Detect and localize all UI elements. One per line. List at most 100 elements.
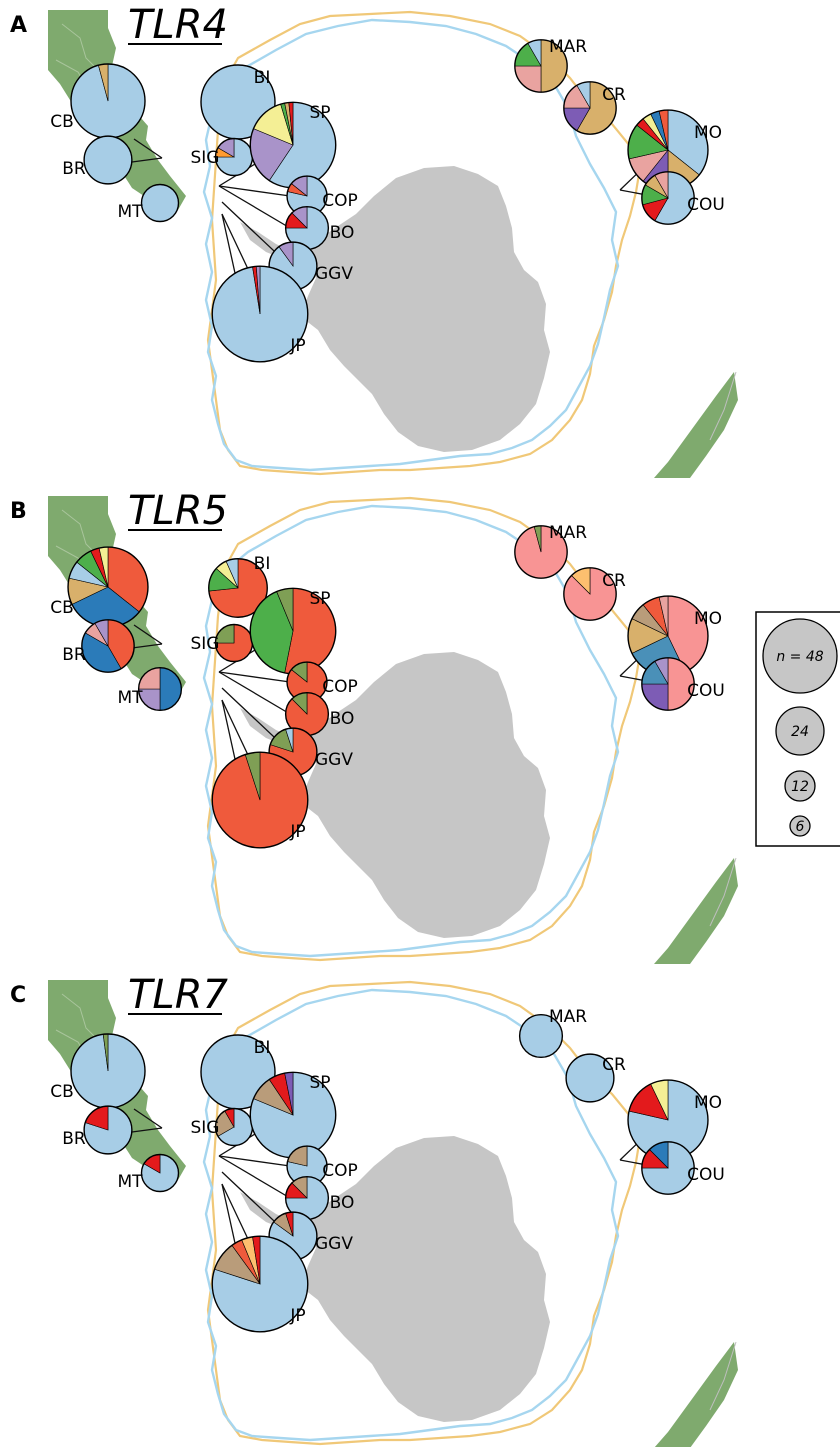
pie-mt bbox=[137, 666, 183, 712]
coast-line bbox=[709, 857, 737, 927]
pie-outline bbox=[563, 567, 617, 621]
panel-letter: A bbox=[10, 13, 27, 38]
land-border-line bbox=[61, 993, 101, 1043]
legend-circle-24 bbox=[775, 706, 825, 756]
site-label-ggv: GGV bbox=[315, 1234, 353, 1254]
panel-tlr4: A TLR4 CB BR MT BI SIG SP COP BO GGV JP MAR CR MO COU bbox=[10, 2, 738, 478]
pie-outline bbox=[83, 135, 133, 185]
pie-outline bbox=[641, 657, 695, 711]
site-label-mar: MAR bbox=[549, 523, 587, 543]
pie-sig bbox=[214, 137, 254, 177]
site-label-mo: MO bbox=[694, 609, 722, 629]
site-label-jp: JP bbox=[289, 822, 305, 842]
antarctica-land bbox=[300, 166, 550, 452]
pie-outline bbox=[518, 1013, 564, 1059]
site-connector-line bbox=[133, 1108, 163, 1129]
pie-bo bbox=[284, 691, 330, 737]
site-connector-line bbox=[218, 185, 291, 229]
pie-layer: CB BR MT BI SIG SP COP BO GGV JP MAR CR MO COU bbox=[50, 1007, 725, 1333]
site-connector-line bbox=[131, 1127, 163, 1133]
pie-sig bbox=[214, 1107, 254, 1147]
pie-cou bbox=[641, 657, 695, 711]
pie-layer: CB BR MT BI SIG SP COP BO GGV JP MAR CR MO COU bbox=[50, 523, 725, 849]
pie-mar bbox=[518, 1013, 564, 1059]
antarctic-circumpolar-line bbox=[202, 988, 620, 1442]
pie-cop bbox=[286, 175, 328, 217]
site-connector-line bbox=[133, 624, 163, 645]
pie-outline bbox=[211, 751, 309, 849]
pie-mt bbox=[140, 1153, 180, 1193]
site-label-mt: MT bbox=[117, 202, 143, 222]
pie-cou bbox=[641, 171, 695, 225]
pie-outline bbox=[211, 265, 309, 363]
pie-outline bbox=[565, 1053, 615, 1103]
site-label-cb: CB bbox=[50, 1082, 74, 1102]
antarctic-circumpolar-line bbox=[202, 18, 620, 472]
site-label-mt: MT bbox=[117, 688, 143, 708]
new-zealand-land bbox=[654, 858, 738, 964]
coast-line bbox=[709, 371, 737, 441]
land-border-line bbox=[61, 23, 101, 73]
pie-outline bbox=[211, 1235, 309, 1333]
pie-outline bbox=[140, 183, 180, 223]
pie-mar bbox=[514, 525, 568, 579]
pie-br bbox=[83, 1105, 133, 1155]
pie-br bbox=[83, 135, 133, 185]
site-label-jp: JP bbox=[289, 336, 305, 356]
pie-outline bbox=[563, 81, 617, 135]
site-label-cop: COP bbox=[322, 191, 358, 211]
site-label-sig: SIG bbox=[191, 1118, 220, 1138]
site-label-bo: BO bbox=[330, 709, 355, 729]
pie-layer: CB BR MT BI SIG SP COP BO GGV JP MAR CR MO COU bbox=[50, 37, 725, 363]
legend-circle-48 bbox=[762, 618, 838, 694]
pie-cou bbox=[641, 1141, 695, 1195]
site-label-sp: SP bbox=[309, 103, 330, 123]
legend-circle-12 bbox=[784, 770, 816, 802]
site-label-bi: BI bbox=[254, 68, 271, 88]
pie-cb bbox=[70, 63, 146, 139]
new-zealand-land bbox=[654, 1342, 738, 1447]
site-label-sig: SIG bbox=[191, 634, 220, 654]
panel-title: TLR5 bbox=[128, 488, 228, 534]
site-label-bo: BO bbox=[330, 1193, 355, 1213]
legend-label-24: 24 bbox=[791, 724, 809, 740]
site-connector-line bbox=[218, 1155, 291, 1199]
pie-cb bbox=[70, 1033, 146, 1109]
pie-outline bbox=[81, 619, 135, 673]
site-label-cou: COU bbox=[687, 681, 725, 701]
site-label-br: BR bbox=[62, 159, 86, 179]
site-label-br: BR bbox=[62, 1129, 86, 1149]
panel-tlr5: B TLR5 CB BR MT BI SIG SP COP BO GGV JP MAR CR MO COU bbox=[10, 488, 738, 964]
pie-cr bbox=[563, 81, 617, 135]
pie-outline bbox=[140, 1153, 180, 1193]
site-label-cr: CR bbox=[602, 85, 626, 105]
site-label-jp: JP bbox=[289, 1306, 305, 1326]
panel-title: TLR7 bbox=[128, 972, 229, 1018]
legend-label-48: n = 48 bbox=[776, 649, 823, 665]
pie-jp bbox=[211, 751, 309, 849]
site-label-mt: MT bbox=[117, 1172, 143, 1192]
site-label-mo: MO bbox=[694, 1093, 722, 1113]
pie-sp bbox=[249, 101, 337, 189]
site-label-cou: COU bbox=[687, 1165, 725, 1185]
site-connector-line bbox=[218, 671, 291, 683]
pie-mar bbox=[514, 39, 568, 93]
site-label-cr: CR bbox=[602, 571, 626, 591]
antarctica-land bbox=[300, 652, 550, 938]
site-connector-line bbox=[133, 138, 163, 159]
basemap bbox=[48, 10, 738, 478]
pie-outline bbox=[137, 666, 183, 712]
site-label-mo: MO bbox=[694, 123, 722, 143]
site-connector-line bbox=[218, 185, 291, 197]
site-label-br: BR bbox=[62, 645, 86, 665]
legend-label-12: 12 bbox=[791, 779, 809, 795]
site-label-cop: COP bbox=[322, 1161, 358, 1181]
site-label-sig: SIG bbox=[191, 148, 220, 168]
antarctica-land bbox=[300, 1136, 550, 1422]
site-label-sp: SP bbox=[309, 589, 330, 609]
site-label-bi: BI bbox=[254, 1038, 271, 1058]
size-legend: n = 48 24 12 6 bbox=[755, 611, 840, 847]
site-label-bo: BO bbox=[330, 223, 355, 243]
site-label-ggv: GGV bbox=[315, 750, 353, 770]
site-label-ggv: GGV bbox=[315, 264, 353, 284]
